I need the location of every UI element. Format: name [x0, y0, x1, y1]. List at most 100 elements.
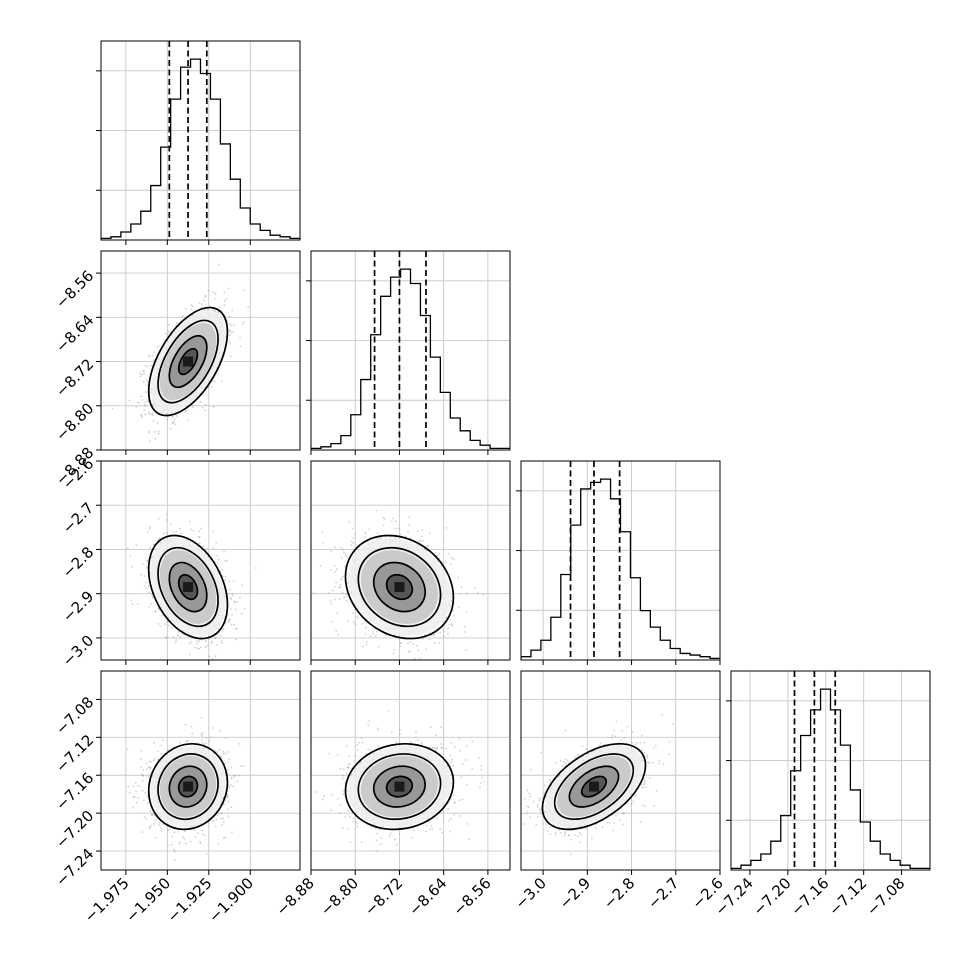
sample-point [437, 554, 440, 557]
sample-point [355, 615, 358, 618]
sample-point [147, 381, 149, 383]
sample-point [137, 785, 140, 787]
sample-point [390, 520, 393, 523]
sample-point [231, 592, 234, 595]
sample-point [141, 831, 144, 834]
sample-point [233, 623, 235, 626]
sample-point [157, 750, 160, 753]
sample-point [393, 649, 396, 651]
sample-point [347, 619, 350, 622]
sample-point [421, 535, 423, 538]
sample-point [382, 516, 385, 519]
sample-point [204, 640, 207, 642]
y-tick-label: −2.8 [59, 543, 97, 581]
sample-point [175, 639, 178, 642]
sample-point [127, 547, 129, 550]
sample-point [190, 303, 193, 306]
sample-point [351, 527, 354, 530]
sample-point [147, 354, 150, 357]
sample-point [428, 532, 431, 535]
sample-point [203, 299, 205, 302]
sample-point [171, 416, 174, 419]
sample-point [158, 344, 161, 347]
sample-point [417, 649, 420, 652]
sample-point [213, 297, 216, 300]
sample-point [202, 545, 205, 548]
sample-point [188, 642, 191, 645]
sample-point [354, 623, 357, 626]
density-peak [183, 356, 194, 367]
sample-point [198, 647, 201, 650]
sample-point [394, 527, 397, 530]
sample-point [222, 837, 225, 839]
y-tick-label: −2.7 [59, 499, 97, 537]
sample-point [211, 530, 214, 533]
sample-point [463, 625, 466, 628]
sample-point [330, 550, 333, 553]
sample-point [150, 824, 153, 827]
contour-line [372, 561, 426, 613]
sample-point [376, 531, 379, 534]
sample-point [196, 647, 199, 649]
sample-point [458, 606, 460, 609]
sample-point [374, 635, 377, 637]
sample-point [170, 843, 173, 846]
sample-point [178, 451, 180, 453]
sample-point [177, 634, 179, 637]
sample-point [348, 520, 351, 523]
sample-point [340, 578, 342, 581]
contour-line [168, 561, 208, 613]
sample-point [191, 732, 194, 735]
sample-point [165, 531, 168, 534]
sample-point [457, 576, 460, 579]
sample-point [330, 569, 333, 571]
sample-point [382, 524, 385, 527]
sample-point [228, 330, 231, 332]
sample-point [159, 624, 162, 627]
contour-line [177, 347, 199, 376]
sample-point [352, 542, 355, 544]
panel-frame [310, 250, 511, 451]
sample-point [233, 775, 236, 778]
sample-point [399, 642, 402, 644]
sample-point [142, 799, 145, 802]
sample-point [201, 741, 204, 744]
sample-point [229, 342, 232, 345]
sample-point [142, 380, 145, 383]
sample-point [416, 667, 418, 669]
sample-point [226, 795, 229, 798]
sample-point [194, 646, 197, 649]
sample-point [232, 580, 235, 583]
panel-frame [100, 460, 301, 661]
sample-point [149, 391, 151, 394]
sample-point [179, 841, 182, 844]
contour-line [385, 573, 414, 601]
sample-point [164, 413, 167, 416]
sample-point [361, 622, 364, 625]
sample-point [235, 627, 238, 630]
sample-point [339, 583, 342, 586]
sample-point [167, 829, 169, 832]
sample-point [145, 379, 148, 381]
sample-point [227, 750, 230, 753]
sample-point [164, 332, 167, 335]
sample-point [187, 419, 190, 422]
sample-point [154, 836, 157, 839]
sample-point [229, 608, 232, 611]
sample-point [224, 836, 227, 839]
sample-point [228, 322, 231, 325]
sample-point [150, 814, 153, 817]
sample-point [230, 784, 233, 787]
sample-point [362, 645, 364, 648]
sample-point [128, 399, 131, 402]
sample-point [241, 323, 244, 326]
sample-point [176, 322, 178, 325]
sample-point [239, 337, 241, 339]
sample-point [211, 658, 214, 660]
sample-point [331, 589, 334, 592]
sample-point [131, 566, 133, 568]
sample-point [217, 628, 220, 630]
sample-point [383, 518, 386, 520]
sample-point [222, 575, 224, 578]
sample-point [345, 600, 348, 603]
